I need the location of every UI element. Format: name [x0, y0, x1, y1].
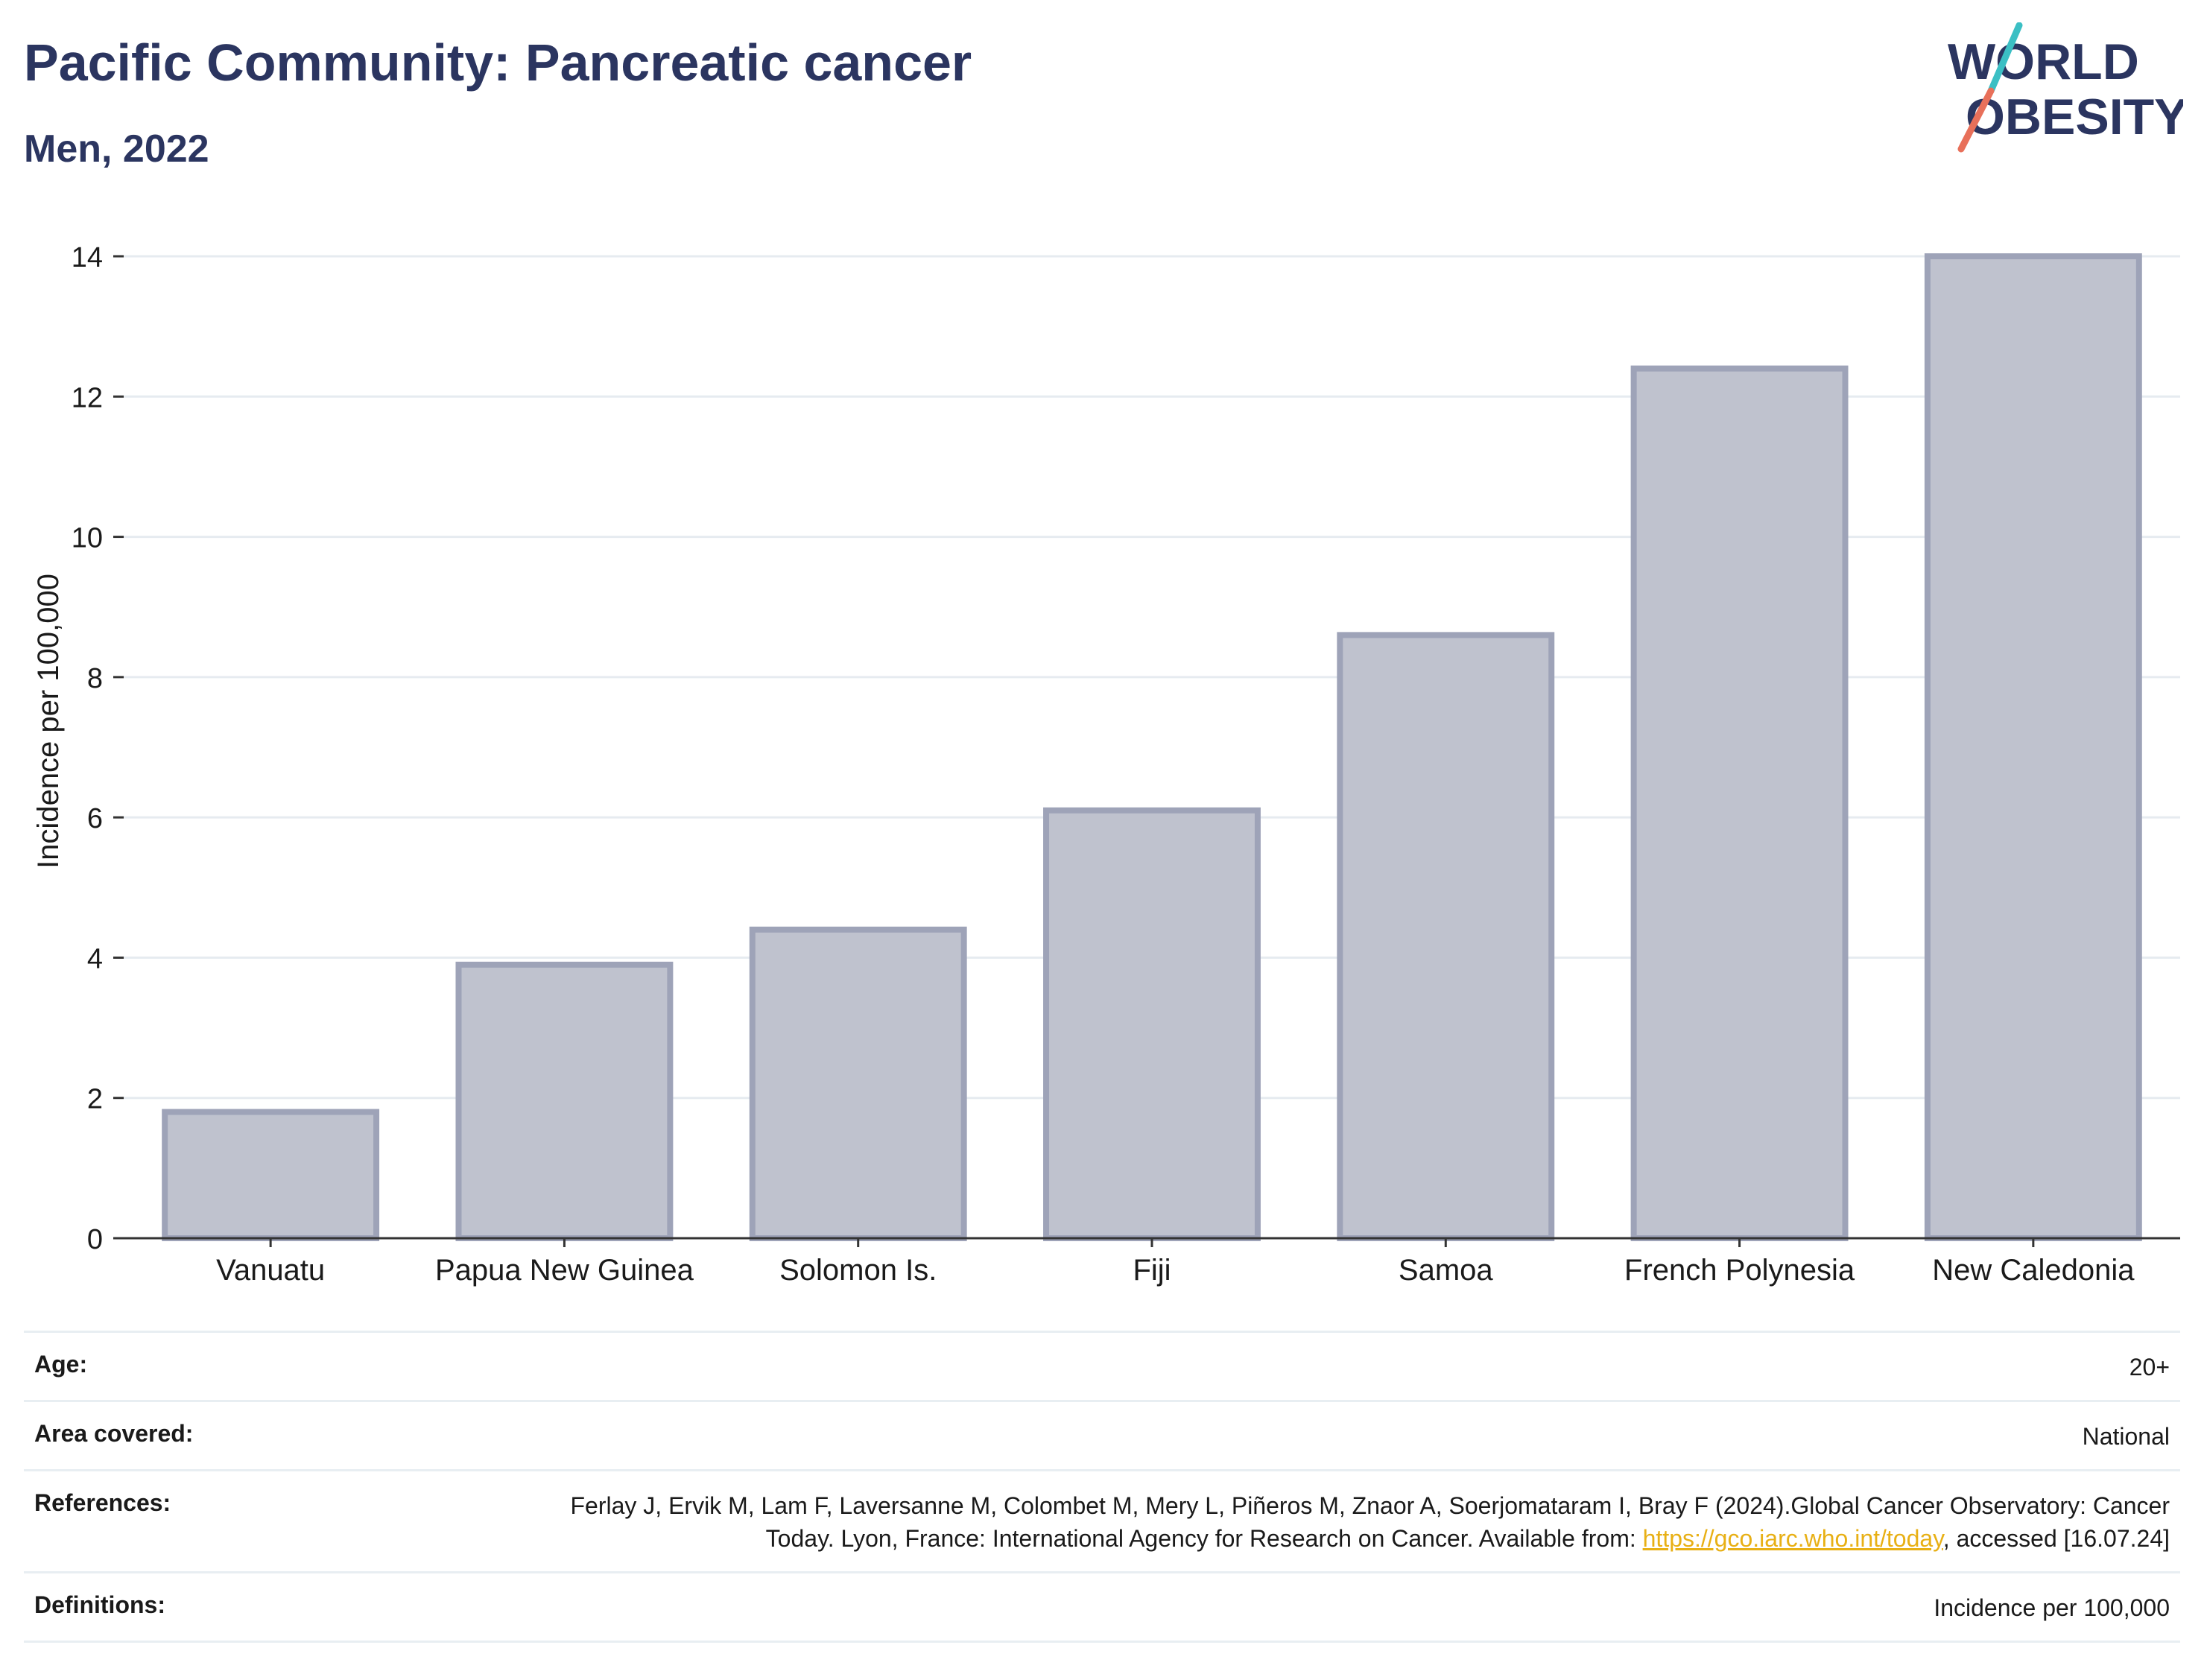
y-tick-label: 2 — [87, 1084, 103, 1115]
bar-chart: 0 2 4 6 8 10 12 14 Vanuatu Papua New Guinea Solom… — [32, 242, 2180, 1287]
meta-row-references: References: Ferlay J, Ervik M, Lam F, La… — [24, 1469, 2180, 1571]
meta-row-age: Age: 20+ — [24, 1331, 2180, 1400]
bar-french-polynesia[interactable] — [1630, 365, 1849, 1242]
references-text-1: Ferlay J, Ervik M, Lam F, Laversanne M, … — [570, 1492, 2170, 1552]
y-tick-label: 4 — [87, 943, 103, 974]
y-tick-label: 8 — [87, 663, 103, 694]
y-tick-label: 6 — [87, 803, 103, 834]
x-tick-label: Papua New Guinea — [435, 1254, 694, 1287]
x-tick-label: Samoa — [1399, 1254, 1493, 1287]
metadata-table: Age: 20+ Area covered: National Referenc… — [24, 1331, 2180, 1643]
area-label: Area covered: — [34, 1420, 194, 1447]
logo-line-1: WORLD — [1948, 34, 2139, 90]
references-value: Ferlay J, Ervik M, Lam F, Laversanne M, … — [531, 1489, 2170, 1555]
age-value: 20+ — [2129, 1354, 2170, 1381]
bar-fiji[interactable] — [1043, 807, 1261, 1241]
references-text-2: , accessed [16.07.24] — [1942, 1525, 2170, 1552]
chart-title: Pacific Community: Pancreatic cancer — [24, 34, 972, 92]
y-tick-label: 12 — [72, 382, 103, 413]
definitions-value: Incidence per 100,000 — [1934, 1594, 2170, 1621]
y-axis-label: Incidence per 100,000 — [32, 574, 65, 869]
references-label: References: — [34, 1489, 171, 1516]
bar-samoa[interactable] — [1337, 632, 1555, 1241]
meta-row-definitions: Definitions: Incidence per 100,000 — [24, 1571, 2180, 1643]
bar-vanuatu[interactable] — [162, 1109, 380, 1241]
x-tick-label: French Polynesia — [1624, 1254, 1855, 1287]
logo-slash-bottom — [1957, 87, 1995, 153]
y-tick-labels: 0 2 4 6 8 10 12 14 — [72, 242, 124, 1255]
definitions-label: Definitions: — [34, 1591, 165, 1618]
y-tick-label: 10 — [72, 523, 103, 554]
meta-row-area: Area covered: National — [24, 1400, 2180, 1469]
bar-new-caledonia[interactable] — [1924, 253, 2142, 1241]
logo-line-2: OBESITY — [1966, 89, 2183, 145]
references-link[interactable]: https://gco.iarc.who.int/today — [1642, 1525, 1943, 1552]
x-tick-label: Solomon Is. — [779, 1254, 937, 1287]
x-tick-label: Vanuatu — [216, 1254, 325, 1287]
y-tick-label: 0 — [87, 1224, 103, 1255]
x-tick-label: Fiji — [1133, 1254, 1171, 1287]
chart-subtitle: Men, 2022 — [24, 127, 209, 171]
x-tick-label: New Caledonia — [1932, 1254, 2135, 1287]
x-tick-labels: Vanuatu Papua New Guinea Solomon Is. Fiji Sa… — [216, 1238, 2135, 1287]
bar-solomon-is[interactable] — [749, 926, 967, 1242]
bar-papua-new-guinea[interactable] — [455, 961, 674, 1242]
area-value: National — [2082, 1423, 2170, 1450]
bars — [162, 253, 2142, 1242]
y-tick-label: 14 — [72, 242, 103, 273]
age-label: Age: — [34, 1351, 88, 1378]
logo-slash-top — [1987, 22, 2023, 95]
world-obesity-logo: WORLD OBESITY — [1948, 22, 2183, 153]
